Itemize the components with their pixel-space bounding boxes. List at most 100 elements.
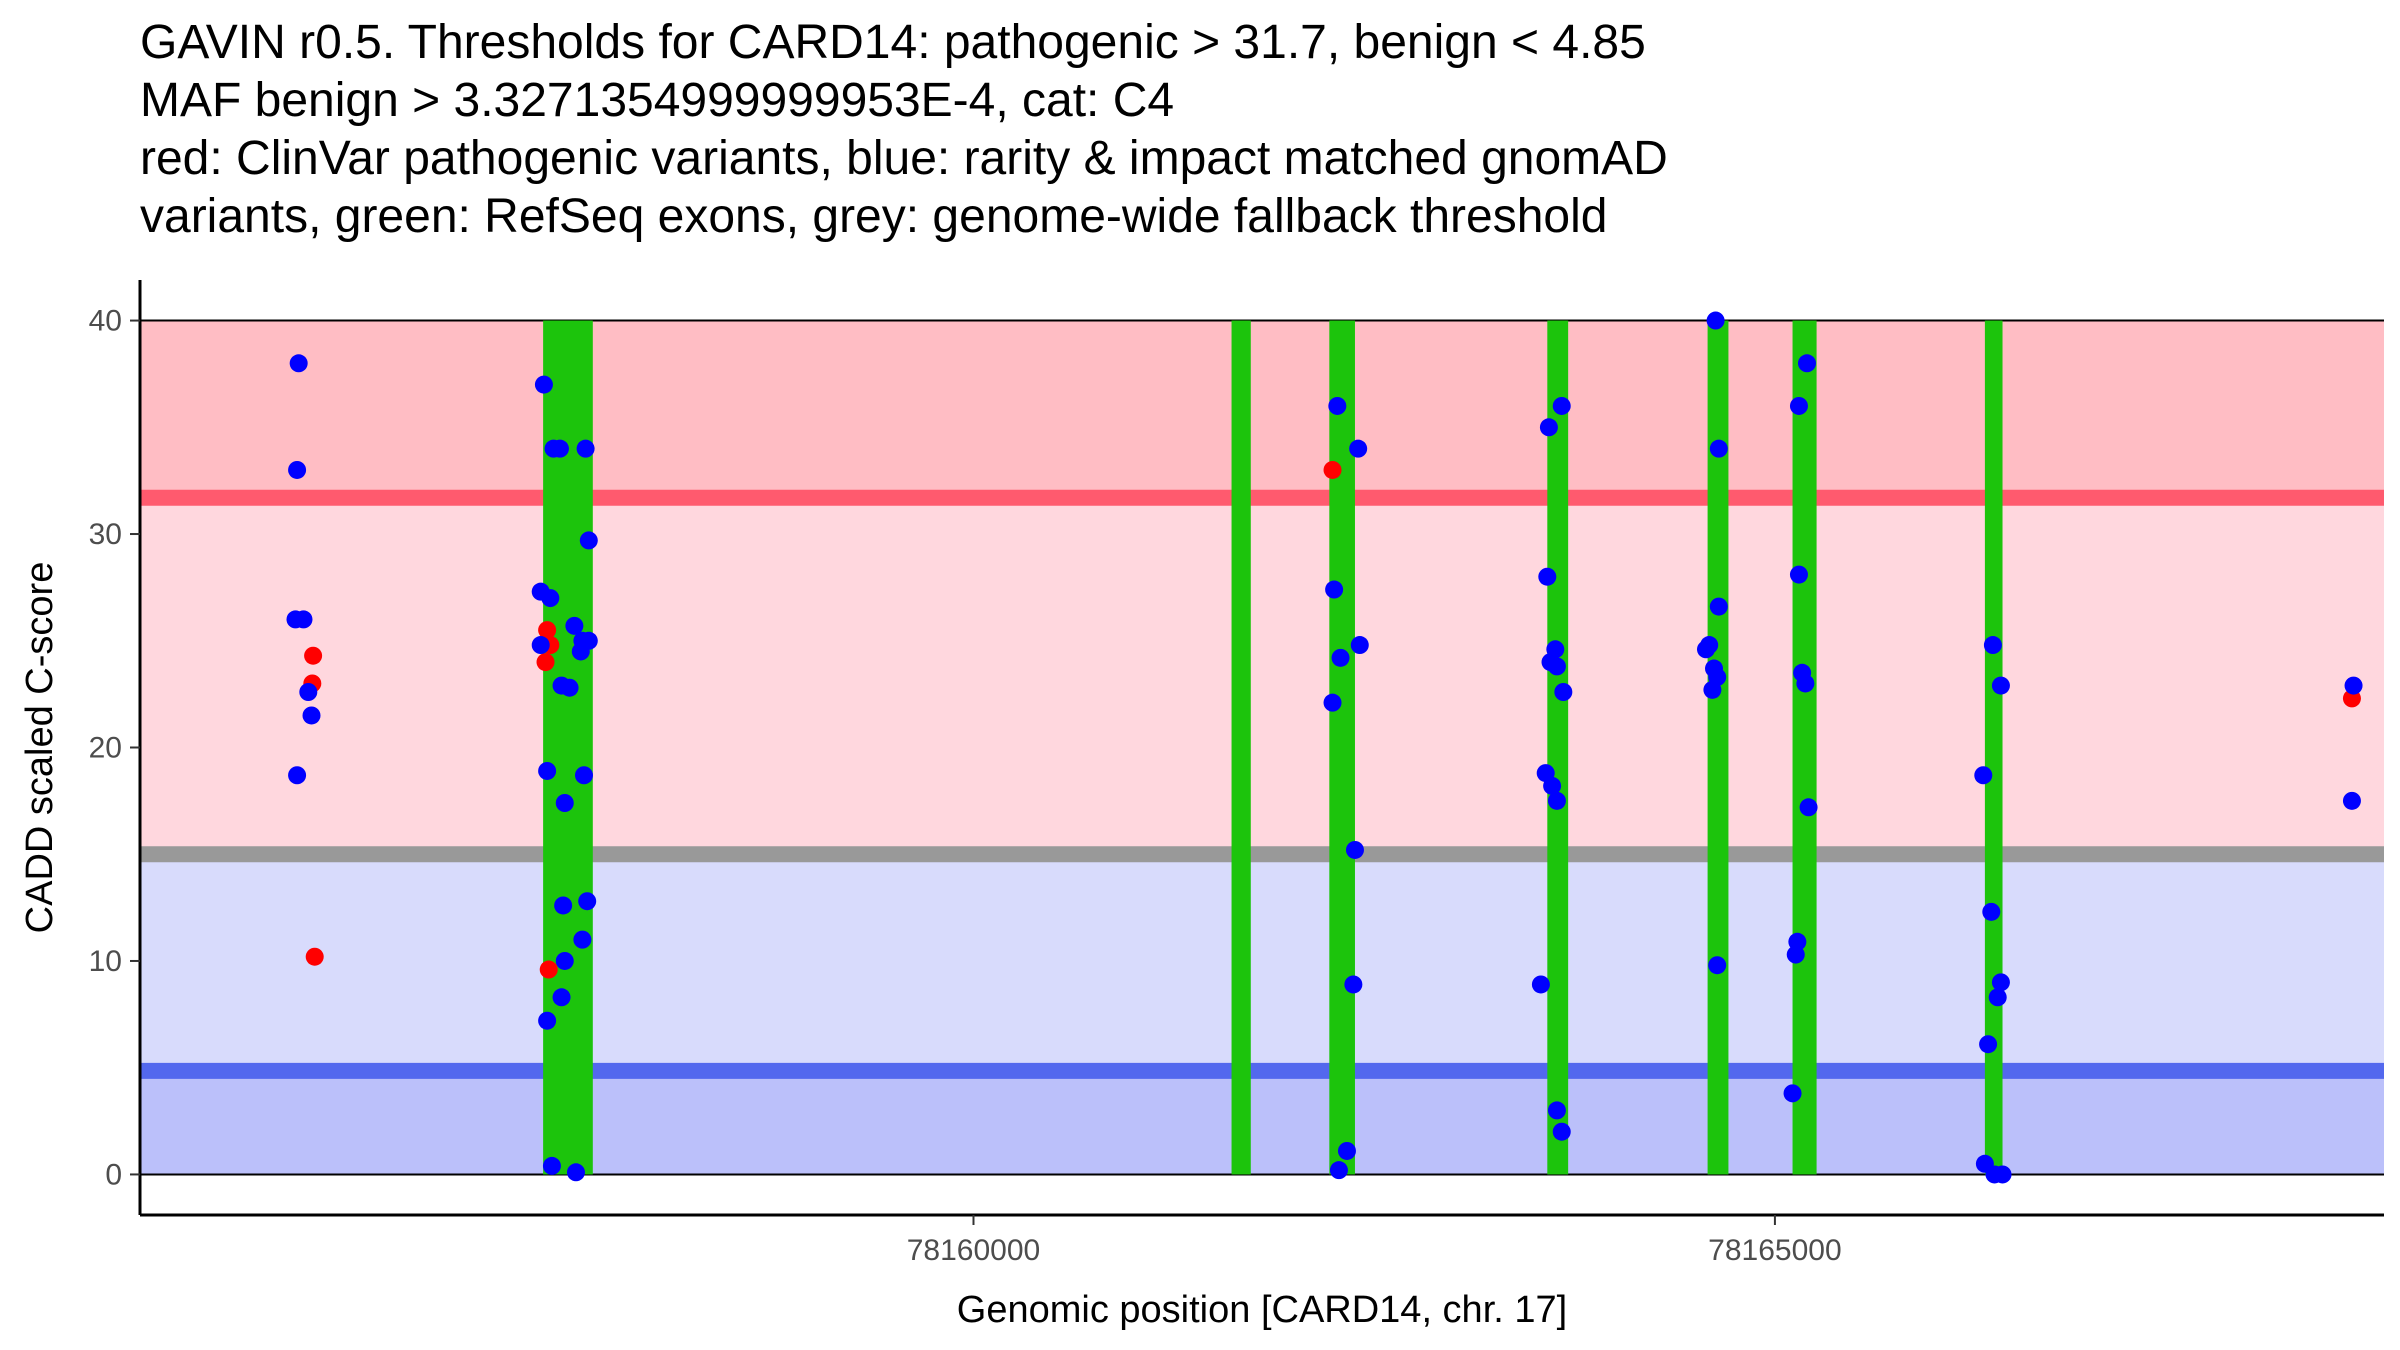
axes: 0 10 20 30 40 78160000 78165000 xyxy=(89,280,2384,1267)
gnomad-point xyxy=(1789,565,1808,584)
gnomad-point xyxy=(1709,439,1728,458)
gnomad-point xyxy=(555,951,574,970)
gnomad-point xyxy=(289,354,308,373)
gnomad-point xyxy=(1974,766,1993,785)
gnomad-point xyxy=(1799,798,1818,817)
gnomad-point xyxy=(1337,1141,1356,1160)
gnomad-point xyxy=(531,636,550,655)
gnomad-point xyxy=(538,1011,557,1030)
gnomad-point xyxy=(1708,956,1727,975)
clinvar-point xyxy=(536,653,555,672)
x-tick-label: 78160000 xyxy=(907,1234,1040,1267)
gnomad-point xyxy=(573,930,592,949)
gnomad-point xyxy=(2342,791,2361,810)
gnomad-point xyxy=(1993,1165,2012,1184)
y-axis-title: CADD scaled C-score xyxy=(19,562,61,934)
gnomad-point xyxy=(1789,396,1808,415)
gnomad-point xyxy=(566,1163,585,1182)
gnomad-point xyxy=(1350,636,1369,655)
gnomad-point xyxy=(1538,567,1557,586)
variant-points xyxy=(286,311,2363,1184)
gnomad-point xyxy=(560,678,579,697)
gnomad-point xyxy=(294,610,313,629)
gnomad-point xyxy=(288,766,307,785)
gnomad-point xyxy=(1329,1161,1348,1180)
gnomad-point xyxy=(1703,680,1722,699)
x-axis-title: Genomic position [CARD14, chr. 17] xyxy=(957,1289,1567,1331)
benign-region xyxy=(140,1070,2384,1175)
gnomad-point xyxy=(555,794,574,813)
gnomad-point xyxy=(1983,636,2002,655)
gnomad-point xyxy=(576,439,595,458)
gnomad-point xyxy=(554,896,573,915)
gnomad-point xyxy=(1546,640,1565,659)
gnomad-point xyxy=(1344,975,1363,994)
exon-bar xyxy=(1792,320,1817,1175)
y-tick-label: 40 xyxy=(89,305,122,338)
gnomad-point xyxy=(1547,657,1566,676)
gnomad-point xyxy=(1547,791,1566,810)
vus-lower-region xyxy=(140,854,2384,1071)
clinvar-point xyxy=(304,646,323,665)
gnomad-point xyxy=(1552,396,1571,415)
gnomad-point xyxy=(1700,636,1719,655)
exon-bar xyxy=(1231,320,1251,1175)
gnomad-point xyxy=(302,706,321,725)
gnomad-point xyxy=(1543,776,1562,795)
gnomad-point xyxy=(1991,676,2010,695)
vus-upper-region xyxy=(140,497,2384,855)
gnomad-point xyxy=(550,439,569,458)
clinvar-point xyxy=(1323,460,1342,479)
title-line-1: GAVIN r0.5. Thresholds for CARD14: patho… xyxy=(140,16,1646,69)
gnomad-point xyxy=(1349,439,1368,458)
gnomad-point xyxy=(1552,1122,1571,1141)
gnomad-point xyxy=(1991,973,2010,992)
gnomad-point xyxy=(1797,354,1816,373)
gnomad-point xyxy=(538,761,557,780)
gnomad-point xyxy=(578,892,597,911)
gnomad-point xyxy=(565,616,584,635)
gnomad-point xyxy=(1982,902,2001,921)
y-tick-label: 0 xyxy=(105,1158,122,1191)
gnomad-point xyxy=(1531,975,1550,994)
gnomad-point xyxy=(1323,693,1342,712)
x-tick-label: 78165000 xyxy=(1708,1234,1841,1267)
gnomad-point xyxy=(1328,396,1347,415)
clinvar-point xyxy=(539,960,558,979)
gnomad-point xyxy=(1979,1035,1998,1054)
gnomad-point xyxy=(1325,580,1344,599)
gnomad-point xyxy=(542,1156,561,1175)
gnomad-point xyxy=(1796,674,1815,693)
gnomad-point xyxy=(1554,682,1573,701)
gnomad-point xyxy=(579,631,598,650)
gnomad-point xyxy=(552,988,571,1007)
clinvar-point xyxy=(538,621,557,640)
gnomad-point xyxy=(579,531,598,550)
y-tick-label: 20 xyxy=(89,732,122,765)
clinvar-point xyxy=(305,947,324,966)
gnomad-point xyxy=(541,589,560,608)
gnomad-point xyxy=(2344,676,2363,695)
exon-bar xyxy=(1547,320,1569,1175)
gnomad-point xyxy=(1345,840,1364,859)
chart-title: GAVIN r0.5. Thresholds for CARD14: patho… xyxy=(140,14,2340,246)
gnomad-point xyxy=(288,460,307,479)
title-line-4: variants, green: RefSeq exons, grey: gen… xyxy=(140,190,1608,243)
gnomad-point xyxy=(1786,945,1805,964)
pathogenic-region xyxy=(140,320,2384,498)
title-line-3: red: ClinVar pathogenic variants, blue: … xyxy=(140,132,1668,185)
gnomad-point xyxy=(1988,988,2007,1007)
y-tick-label: 30 xyxy=(89,518,122,551)
gnomad-point xyxy=(1547,1101,1566,1120)
exon-bar xyxy=(543,320,593,1175)
gnomad-point xyxy=(1706,311,1725,330)
gnomad-point xyxy=(534,375,553,394)
threshold-regions xyxy=(140,319,2384,1176)
gnomad-point xyxy=(574,766,593,785)
gnomad-point xyxy=(1539,418,1558,437)
gnomad-point xyxy=(299,682,318,701)
gnomad-point xyxy=(1709,597,1728,616)
title-line-2: MAF benign > 3.3271354999999953E-4, cat:… xyxy=(140,74,1175,127)
gnomad-point xyxy=(1783,1084,1802,1103)
